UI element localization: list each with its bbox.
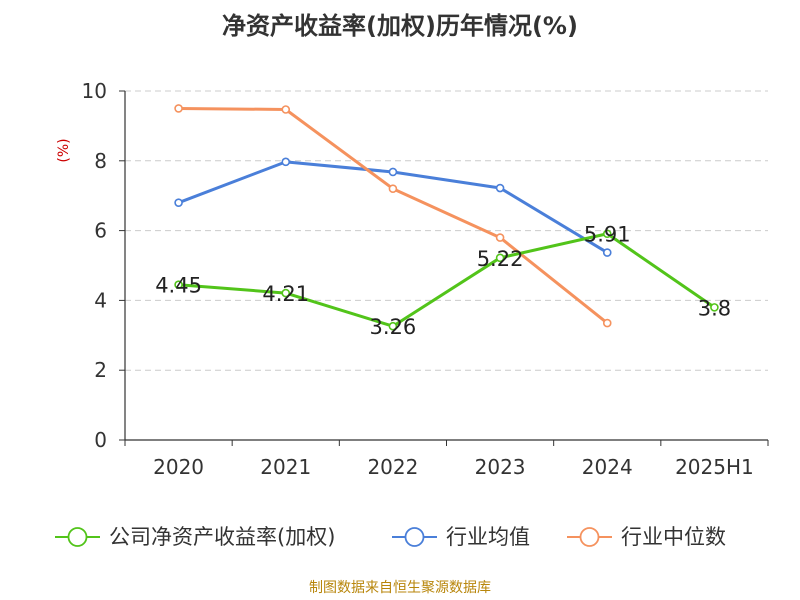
x-tick-label-4: 2024 — [582, 455, 633, 479]
grid-layer — [125, 90, 768, 371]
y-tick-label-4: 8 — [94, 149, 107, 173]
x-tick-label-2: 2022 — [367, 455, 418, 479]
data-label-3: 5.22 — [477, 247, 524, 271]
y-tick-label-3: 6 — [94, 219, 107, 243]
chart-title: 净资产收益率(加权)历年情况(%) — [222, 12, 578, 40]
legend-marker-1 — [404, 527, 425, 547]
series-2-point-4 — [602, 318, 612, 328]
series-1-point-0 — [174, 198, 183, 207]
y-tick-label-0: 0 — [94, 428, 107, 452]
series-2-point-0 — [174, 104, 183, 113]
data-label-1: 4.21 — [262, 282, 309, 306]
x-tick-label-5: 2025H1 — [675, 455, 754, 479]
y-tick-label-5: 10 — [82, 79, 107, 103]
x-tick-label-1: 2021 — [260, 455, 311, 479]
axis-layer: 0 2 4 6 8 10 (%) 2020 2021 2022 2023 2024 2025H1 — [56, 79, 769, 479]
y-tick-label-1: 2 — [94, 358, 107, 382]
series-1-point-4 — [602, 248, 612, 257]
legend-marker-0 — [67, 527, 88, 547]
data-label-2: 3.26 — [370, 315, 417, 339]
label-layer: 4.45 4.21 3.26 5.22 5.91 3.8 — [155, 223, 731, 339]
legend-label-2: 行业中位数 — [621, 525, 726, 549]
y-axis-title: (%) — [56, 138, 72, 162]
legend-marker-2 — [579, 527, 600, 547]
series-0-point-1 — [281, 288, 291, 298]
series-0-point-3 — [495, 253, 505, 263]
series-0-point-5 — [710, 303, 719, 312]
data-label-0: 4.45 — [155, 274, 202, 298]
series-1-point-2 — [388, 167, 398, 177]
series-0-point-4 — [602, 229, 612, 239]
y-tick-label-2: 4 — [94, 288, 107, 312]
series-0-point-0 — [174, 280, 183, 289]
data-label-4: 5.91 — [584, 223, 631, 247]
source-note: 制图数据来自恒生聚源数据库 — [309, 580, 491, 596]
series-line-0 — [178, 232, 716, 328]
series-1-point-3 — [495, 183, 505, 193]
series-layer — [174, 104, 719, 331]
legend-label-0: 公司净资产收益率(加权) — [109, 525, 335, 549]
series-2-point-1 — [281, 105, 291, 114]
x-tick-label-3: 2023 — [475, 455, 526, 479]
legend-label-1: 行业均值 — [446, 525, 530, 549]
x-tick-label-0: 2020 — [153, 455, 204, 479]
series-0-point-2 — [388, 321, 398, 331]
legend: 公司净资产收益率(加权) 行业均值 行业中位数 — [55, 525, 726, 549]
series-2-point-2 — [388, 184, 398, 194]
series-2-point-3 — [495, 233, 505, 242]
series-1-point-1 — [281, 157, 291, 167]
data-label-5: 3.8 — [698, 296, 731, 320]
